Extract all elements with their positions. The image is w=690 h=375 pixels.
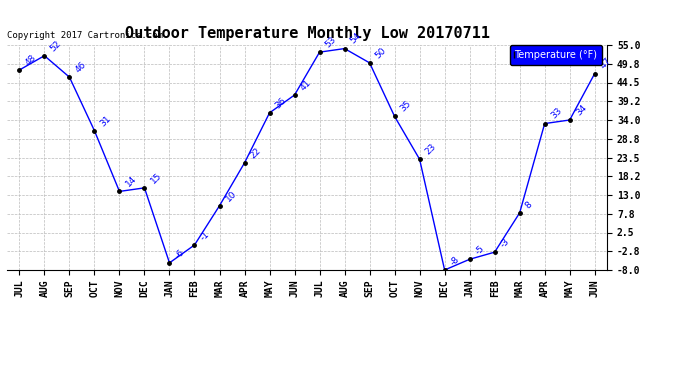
Text: 15: 15 — [148, 171, 163, 185]
Text: 23: 23 — [424, 142, 438, 156]
Text: 47: 47 — [599, 56, 613, 71]
Title: Outdoor Temperature Monthly Low 20170711: Outdoor Temperature Monthly Low 20170711 — [125, 26, 489, 41]
Text: -8: -8 — [448, 255, 462, 267]
Text: 22: 22 — [248, 146, 263, 160]
Text: 48: 48 — [23, 53, 38, 67]
Text: 53: 53 — [324, 35, 338, 50]
Text: 33: 33 — [549, 106, 563, 121]
Text: 50: 50 — [374, 46, 388, 60]
Text: 46: 46 — [74, 60, 88, 74]
Text: 31: 31 — [99, 114, 113, 128]
Legend: Temperature (°F): Temperature (°F) — [510, 45, 602, 65]
Text: -3: -3 — [499, 237, 511, 249]
Text: 10: 10 — [224, 189, 238, 203]
Text: 52: 52 — [48, 39, 63, 53]
Text: -6: -6 — [174, 248, 186, 260]
Text: 41: 41 — [299, 78, 313, 92]
Text: 34: 34 — [574, 103, 589, 117]
Text: 35: 35 — [399, 99, 413, 114]
Text: 36: 36 — [274, 96, 288, 110]
Text: -5: -5 — [474, 244, 486, 256]
Text: 54: 54 — [348, 32, 363, 46]
Text: -1: -1 — [199, 230, 211, 242]
Text: 8: 8 — [524, 200, 534, 210]
Text: 14: 14 — [124, 174, 138, 189]
Text: Copyright 2017 Cartronics.com: Copyright 2017 Cartronics.com — [7, 32, 163, 40]
